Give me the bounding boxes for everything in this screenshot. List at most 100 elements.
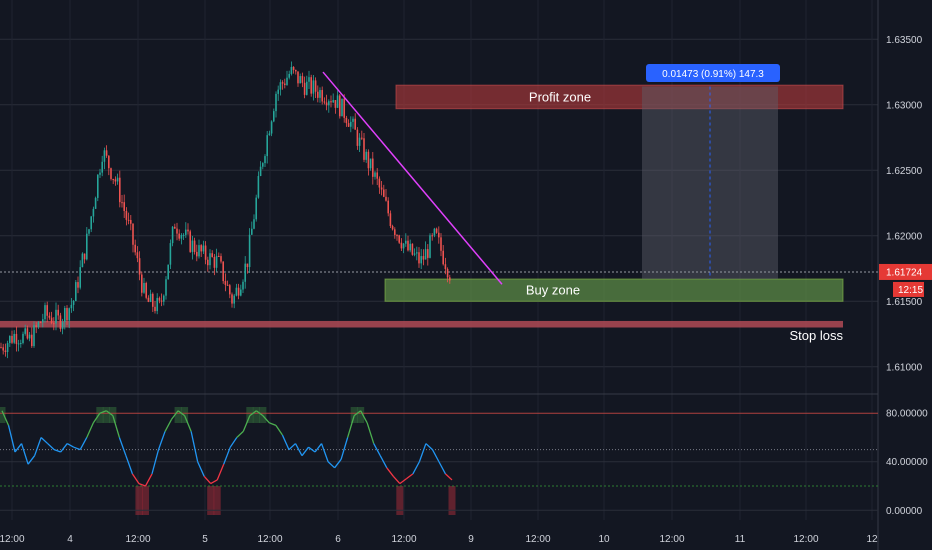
osc-line-segment <box>281 434 290 450</box>
candle-body <box>147 297 150 302</box>
candle-body <box>374 172 376 177</box>
candle-body <box>301 76 304 83</box>
osc-line-segment <box>66 442 75 448</box>
candle-body <box>196 251 198 257</box>
candle-body <box>314 80 317 92</box>
time-tick-label: 12:00 <box>391 534 416 545</box>
candle-body <box>187 229 189 232</box>
osc-line-segment <box>360 410 368 424</box>
candle-body <box>171 226 174 244</box>
candle-body <box>336 95 339 108</box>
candle-body <box>246 263 249 268</box>
candle-body <box>376 172 378 179</box>
candle-body <box>317 91 319 98</box>
candle-body <box>385 196 387 201</box>
price-tick-label: 1.63000 <box>886 100 923 111</box>
osc-line-segment <box>386 467 394 477</box>
osc-line-segment <box>262 415 270 424</box>
candle-body <box>262 163 264 167</box>
current-price-badge <box>879 263 932 280</box>
candle-body <box>407 240 409 251</box>
candle-body <box>354 118 356 130</box>
candle-body <box>66 307 68 321</box>
osc-line-segment <box>177 410 185 417</box>
candle-body <box>389 213 392 227</box>
candle-body <box>86 233 88 260</box>
candle-body <box>400 242 403 249</box>
candle-body <box>270 121 273 134</box>
candle-body <box>125 210 128 220</box>
candle-body <box>332 100 334 103</box>
osc-line-segment <box>445 473 453 481</box>
candle-body <box>176 228 178 234</box>
candle-body <box>383 189 385 197</box>
candle-body <box>20 342 22 344</box>
price-tick-label: 1.61000 <box>886 362 923 373</box>
candle-body <box>416 252 418 254</box>
candle-body <box>79 267 81 288</box>
candle-body <box>105 150 108 156</box>
osc-overbought-shade <box>252 407 260 423</box>
countdown-label: 12:15 <box>898 285 923 296</box>
candle-body <box>343 98 345 118</box>
candle-body <box>310 77 312 94</box>
candle-body <box>110 168 112 179</box>
price-tick-label: 1.62000 <box>886 231 923 242</box>
candle-body <box>325 102 328 106</box>
candle-body <box>235 287 238 296</box>
osc-line-segment <box>33 437 42 456</box>
candle-body <box>193 240 196 252</box>
profit-zone-box <box>395 84 844 110</box>
candle-body <box>229 285 231 295</box>
candle-body <box>92 208 95 217</box>
osc-line-segment <box>255 410 264 417</box>
time-tick-label: 12:00 <box>525 534 550 545</box>
candle-body <box>444 264 447 270</box>
osc-line-segment <box>327 461 336 469</box>
candle-body <box>165 279 167 296</box>
osc-line-segment <box>118 437 127 456</box>
price-tick-label: 1.63500 <box>886 35 923 46</box>
candle-body <box>28 334 31 339</box>
candle-body <box>422 256 425 260</box>
candle-body <box>2 347 4 351</box>
candle-body <box>402 243 405 249</box>
candle-body <box>218 255 220 257</box>
osc-line-segment <box>301 446 310 457</box>
candle-body <box>435 228 438 233</box>
osc-line-segment <box>144 473 153 487</box>
time-tick-label: 4 <box>67 534 73 545</box>
osc-oversold-shade <box>141 486 149 515</box>
time-tick-label: 12:00 <box>659 534 684 545</box>
candle-body <box>433 228 436 236</box>
candle-body <box>297 71 299 84</box>
osc-line-segment <box>190 431 199 462</box>
osc-line-segment <box>105 410 114 417</box>
candle-body <box>356 129 359 146</box>
osc-line-segment <box>308 446 316 453</box>
candle-body <box>226 284 229 286</box>
candle-body <box>330 101 332 103</box>
countdown-badge <box>893 281 924 297</box>
time-tick-label: 10 <box>598 534 610 545</box>
price-tick-label: 1.62500 <box>886 166 923 177</box>
osc-line-segment <box>353 410 362 417</box>
candle-body <box>418 252 420 264</box>
candle-body <box>185 229 187 235</box>
candle-body <box>286 77 288 85</box>
candle-body <box>268 133 271 136</box>
candle-body <box>361 137 363 139</box>
osc-line-segment <box>7 425 16 453</box>
candle-body <box>207 259 209 266</box>
candle-body <box>213 256 216 268</box>
candle-body <box>189 231 191 252</box>
osc-line-segment <box>249 410 257 417</box>
candle-body <box>35 325 37 328</box>
osc-line-segment <box>216 463 225 481</box>
candle-body <box>431 235 433 237</box>
candle-body <box>391 226 394 230</box>
osc-line-segment <box>73 446 81 451</box>
candle-body <box>378 178 381 188</box>
osc-line-segment <box>242 415 251 432</box>
